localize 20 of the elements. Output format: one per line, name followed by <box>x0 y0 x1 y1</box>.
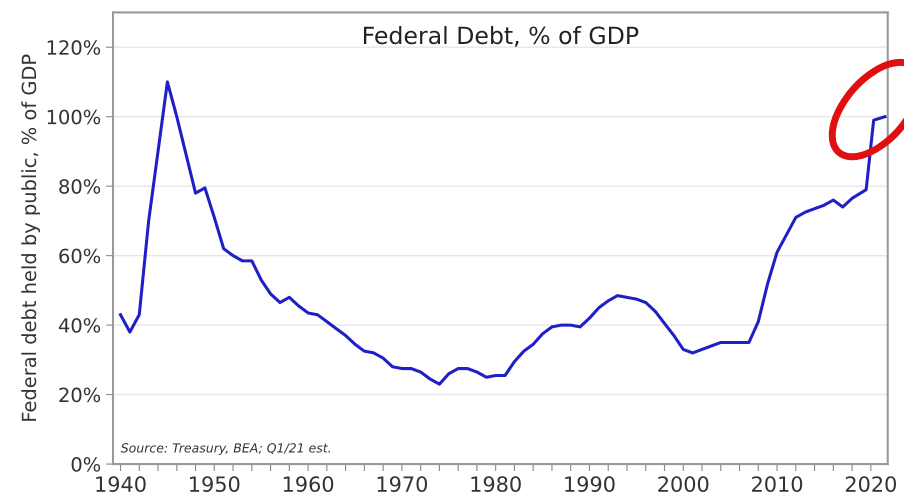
y-tick-label: 0% <box>72 457 100 472</box>
text: Federal Debt, % of GDP <box>364 26 638 47</box>
annotation: Source: Treasury, BEA; Q1/21 est. <box>120 443 330 456</box>
y-tick-label: 120% <box>48 40 100 55</box>
x-tick-label: 1970 <box>378 476 428 492</box>
x-tick-label: 2010 <box>752 476 802 492</box>
x-tick-label: 2000 <box>658 476 708 492</box>
line-series <box>118 80 886 386</box>
y-tick-label: 20% <box>59 388 100 402</box>
y-tick-label: 80% <box>59 179 100 194</box>
x-tick-label: 1960 <box>284 476 334 492</box>
x-tick-label: 1990 <box>565 476 615 492</box>
y-tick-label: 40% <box>58 318 100 333</box>
y-tick-label: 100% <box>48 110 100 124</box>
x-tick-label: 1940 <box>96 476 146 492</box>
x-tick-label: 1950 <box>190 476 240 492</box>
y-axis-title: Federal debt held by public, % of GDP <box>21 54 40 421</box>
x-tick-label: 2020 <box>846 476 896 492</box>
y-tick-label: 60% <box>59 248 100 264</box>
x-tick-label: 1980 <box>471 476 521 492</box>
